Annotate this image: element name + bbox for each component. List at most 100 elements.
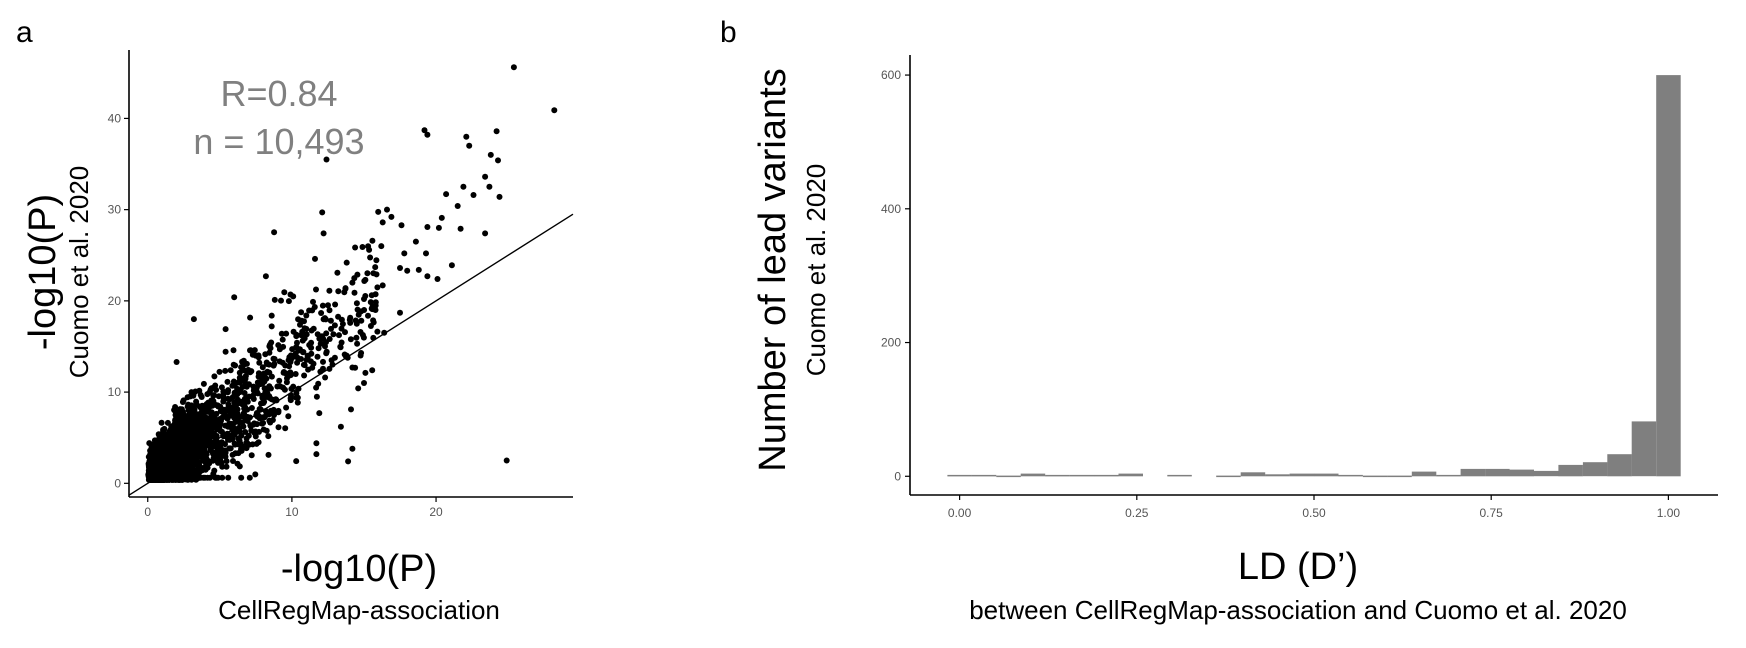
scatter-point [463, 133, 470, 140]
scatter-point [460, 183, 467, 190]
scatter-point [276, 377, 283, 384]
scatter-point [334, 269, 341, 276]
panel-a-letter: a [16, 16, 33, 49]
scatter-point [189, 474, 196, 481]
scatter-point [328, 325, 334, 332]
scatter-point [362, 276, 369, 283]
scatter-point [369, 237, 376, 244]
scatter-point [293, 394, 300, 401]
scatter-point [271, 356, 278, 362]
scatter-point [187, 418, 194, 425]
scatter-point [209, 430, 216, 437]
scatter-point [326, 287, 333, 294]
scatter-point [330, 331, 337, 338]
scatter-point [225, 474, 232, 481]
scatter-point [315, 345, 322, 352]
scatter-point [279, 336, 286, 343]
scatter-point [351, 289, 358, 296]
scatter-point [237, 440, 244, 447]
scatter-point [167, 436, 173, 443]
scatter-point [243, 445, 250, 452]
scatter-point [261, 371, 268, 378]
b-x-sublabel: between CellRegMap-association and Cuomo… [969, 595, 1627, 625]
histogram-bar [1631, 421, 1657, 477]
scatter-point [227, 367, 234, 374]
scatter-point [216, 368, 223, 375]
scatter-point [297, 321, 303, 328]
scatter-point [167, 448, 174, 455]
b-y-tick-label: 400 [881, 202, 901, 216]
scatter-point [200, 449, 207, 456]
histogram-bar [1216, 475, 1241, 478]
b-x-tick-label: 0.50 [1302, 506, 1326, 520]
scatter-point [160, 473, 167, 480]
scatter-point [248, 427, 255, 434]
histogram-bar [1338, 474, 1363, 477]
scatter-point [320, 358, 326, 365]
scatter-point [306, 307, 313, 314]
scatter-point [172, 409, 179, 416]
scatter-point [319, 209, 326, 216]
scatter-point [197, 465, 204, 472]
scatter-point [353, 300, 360, 307]
scatter-point [493, 128, 500, 135]
scatter-point [308, 350, 315, 357]
scatter-point [435, 224, 442, 231]
histogram-bar [1607, 454, 1632, 477]
scatter-point [161, 444, 168, 451]
histogram-bar [1094, 474, 1119, 477]
b-x-tick-label: 1.00 [1657, 506, 1681, 520]
scatter-point [188, 460, 194, 467]
scatter-point [424, 273, 431, 280]
panel-b-letter: b [720, 16, 737, 49]
histogram-bar [1558, 464, 1583, 477]
scatter-point [268, 312, 275, 319]
scatter-point [256, 359, 263, 366]
scatter-point [384, 206, 390, 213]
scatter-point [150, 464, 157, 471]
scatter-point [353, 320, 360, 327]
scatter-point [294, 339, 300, 346]
scatter-point [286, 372, 293, 379]
scatter-point [250, 383, 257, 390]
scatter-point [285, 413, 292, 420]
scatter-point [349, 445, 356, 452]
scatter-point [313, 440, 320, 447]
scatter-point [271, 229, 278, 236]
scatter-point [421, 127, 428, 134]
scatter-point [364, 270, 371, 277]
scatter-point [374, 284, 381, 291]
scatter-point [215, 474, 222, 481]
scatter-point [199, 411, 206, 418]
scatter-point [164, 419, 171, 426]
scatter-point [157, 466, 164, 473]
scatter-point [237, 377, 244, 384]
scatter-point [204, 407, 211, 414]
scatter-point [285, 357, 292, 364]
scatter-point [223, 463, 230, 470]
scatter-point [205, 436, 212, 443]
scatter-point [255, 439, 262, 446]
scatter-point [212, 382, 219, 389]
scatter-point [232, 362, 239, 369]
scatter-point [293, 390, 300, 397]
scatter-point [482, 230, 489, 237]
scatter-point [236, 369, 243, 376]
scatter-point [280, 384, 287, 391]
scatter-point [353, 334, 360, 341]
histogram-bar [1362, 475, 1388, 478]
scatter-point [305, 366, 312, 373]
scatter-point [415, 266, 422, 273]
scatter-plot-area [128, 64, 574, 496]
scatter-point [294, 359, 301, 366]
scatter-point [209, 457, 216, 464]
scatter-point [308, 339, 315, 346]
histogram-bar [1387, 475, 1412, 478]
scatter-point [241, 390, 248, 396]
scatter-point [354, 340, 361, 347]
scatter-point [261, 385, 268, 392]
scatter-point [187, 393, 194, 400]
scatter-point [208, 447, 214, 453]
scatter-point [270, 397, 277, 403]
scatter-point [266, 383, 273, 390]
